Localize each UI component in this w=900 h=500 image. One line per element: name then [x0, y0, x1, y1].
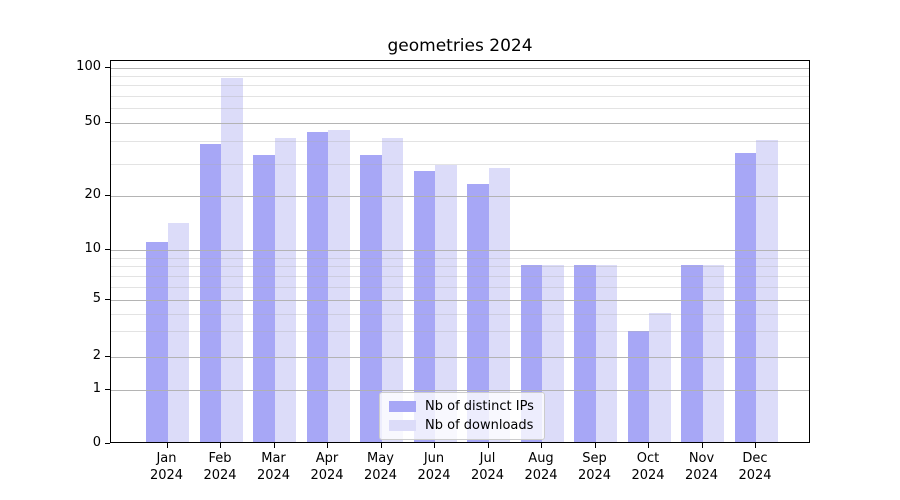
y-minor-gridline-8	[111, 266, 809, 268]
bar-downloads-apr	[328, 130, 350, 442]
bar-distinct-ips-may	[360, 155, 382, 442]
y-tick-10	[105, 249, 110, 250]
bar-downloads-jan	[167, 222, 189, 442]
y-tick-label-2: 2	[92, 347, 101, 363]
y-gridline-2	[111, 356, 809, 358]
y-minor-gridline-90	[111, 75, 809, 77]
bar-distinct-ips-jul	[467, 183, 489, 442]
x-tick-label-aug: Aug 2024	[524, 451, 558, 483]
y-tick-50	[105, 122, 110, 123]
y-gridline-5	[111, 300, 809, 301]
bar-distinct-ips-apr	[306, 132, 328, 442]
y-tick-label-20: 20	[84, 187, 101, 202]
bar-downloads-aug	[542, 265, 564, 442]
chart-title: geometries 2024	[387, 36, 533, 56]
x-tick-label-jan: Jan 2024	[149, 451, 184, 483]
legend-label: Nb of downloads	[425, 418, 534, 433]
x-tick-label-nov: Nov 2024	[684, 451, 719, 483]
y-gridline-100	[111, 67, 809, 69]
x-tick-mar	[273, 443, 275, 448]
legend-item: Nb of downloads	[389, 418, 535, 433]
bar-downloads-jul	[488, 168, 510, 442]
y-minor-gridline-9	[111, 257, 809, 259]
x-tick-label-feb: Feb 2024	[203, 451, 237, 483]
y-minor-gridline-4	[111, 313, 809, 315]
y-minor-gridline-6	[111, 286, 809, 288]
bar-downloads-may	[381, 137, 403, 442]
bar-distinct-ips-jan	[146, 241, 168, 442]
legend-item: Nb of distinct IPs	[389, 399, 535, 414]
bar-distinct-ips-nov	[681, 265, 703, 442]
y-tick-1	[105, 388, 110, 390]
y-minor-gridline-40	[111, 140, 809, 142]
y-tick-2	[105, 355, 110, 357]
y-tick-5	[105, 299, 110, 300]
bar-downloads-mar	[274, 137, 296, 442]
x-tick-label-mar: Mar 2024	[256, 451, 291, 483]
x-tick-label-may: May 2024	[363, 451, 398, 483]
x-tick-label-dec: Dec 2024	[738, 451, 772, 483]
y-tick-100	[105, 66, 110, 68]
x-tick-jan	[166, 443, 168, 448]
y-minor-gridline-3	[111, 331, 809, 333]
x-tick-dec	[755, 443, 756, 448]
bar-distinct-ips-oct	[627, 330, 649, 442]
y-minor-gridline-7	[111, 275, 809, 277]
plot-area: Nb of distinct IPs Nb of downloads	[110, 60, 810, 443]
x-tick-nov	[701, 443, 703, 448]
y-gridline-20	[111, 196, 809, 197]
y-minor-gridline-30	[111, 163, 809, 165]
y-minor-gridline-80	[111, 85, 809, 87]
x-tick-jun	[434, 443, 435, 448]
x-tick-label-sep: Sep 2024	[577, 451, 612, 483]
y-tick-20	[105, 195, 110, 196]
x-tick-label-apr: Apr 2024	[310, 451, 344, 483]
y-tick-label-100: 100	[76, 58, 101, 74]
bar-downloads-sep	[595, 265, 617, 442]
y-gridline-50	[111, 123, 809, 124]
y-tick-0	[105, 443, 110, 444]
y-gridline-10	[111, 250, 809, 251]
legend: Nb of distinct IPs Nb of downloads	[379, 392, 545, 440]
bar-distinct-ips-jun	[413, 171, 435, 442]
y-tick-label-0: 0	[92, 435, 101, 450]
bar-downloads-jun	[435, 165, 457, 442]
bar-downloads-dec	[756, 139, 778, 442]
x-tick-feb	[220, 443, 221, 448]
legend-label: Nb of distinct IPs	[425, 399, 534, 414]
bar-distinct-ips-sep	[574, 265, 596, 442]
x-tick-label-oct: Oct 2024	[631, 451, 665, 483]
y-tick-label-1: 1	[92, 380, 101, 396]
x-tick-label-jul: Jul 2024	[470, 451, 505, 483]
bar-downloads-oct	[649, 312, 671, 442]
x-tick-apr	[327, 443, 328, 448]
bar-downloads-feb	[221, 77, 243, 442]
y-gridline-1	[111, 389, 809, 391]
x-tick-may	[380, 443, 382, 448]
legend-swatch-downloads	[389, 420, 416, 431]
y-minor-gridline-60	[111, 108, 809, 110]
x-tick-label-jun: Jun 2024	[417, 451, 451, 483]
bar-distinct-ips-dec	[734, 152, 756, 442]
legend-swatch-distinct-ips	[389, 401, 416, 412]
y-minor-gridline-70	[111, 96, 809, 98]
x-tick-aug	[541, 443, 542, 448]
bar-distinct-ips-feb	[199, 143, 221, 442]
y-tick-label-10: 10	[84, 241, 101, 256]
bar-distinct-ips-mar	[253, 155, 275, 442]
x-tick-jul	[487, 443, 489, 448]
y-tick-label-50: 50	[84, 114, 101, 129]
x-tick-sep	[594, 443, 596, 448]
y-tick-label-5: 5	[92, 291, 101, 306]
bar-downloads-nov	[702, 265, 724, 442]
x-tick-oct	[648, 443, 649, 448]
